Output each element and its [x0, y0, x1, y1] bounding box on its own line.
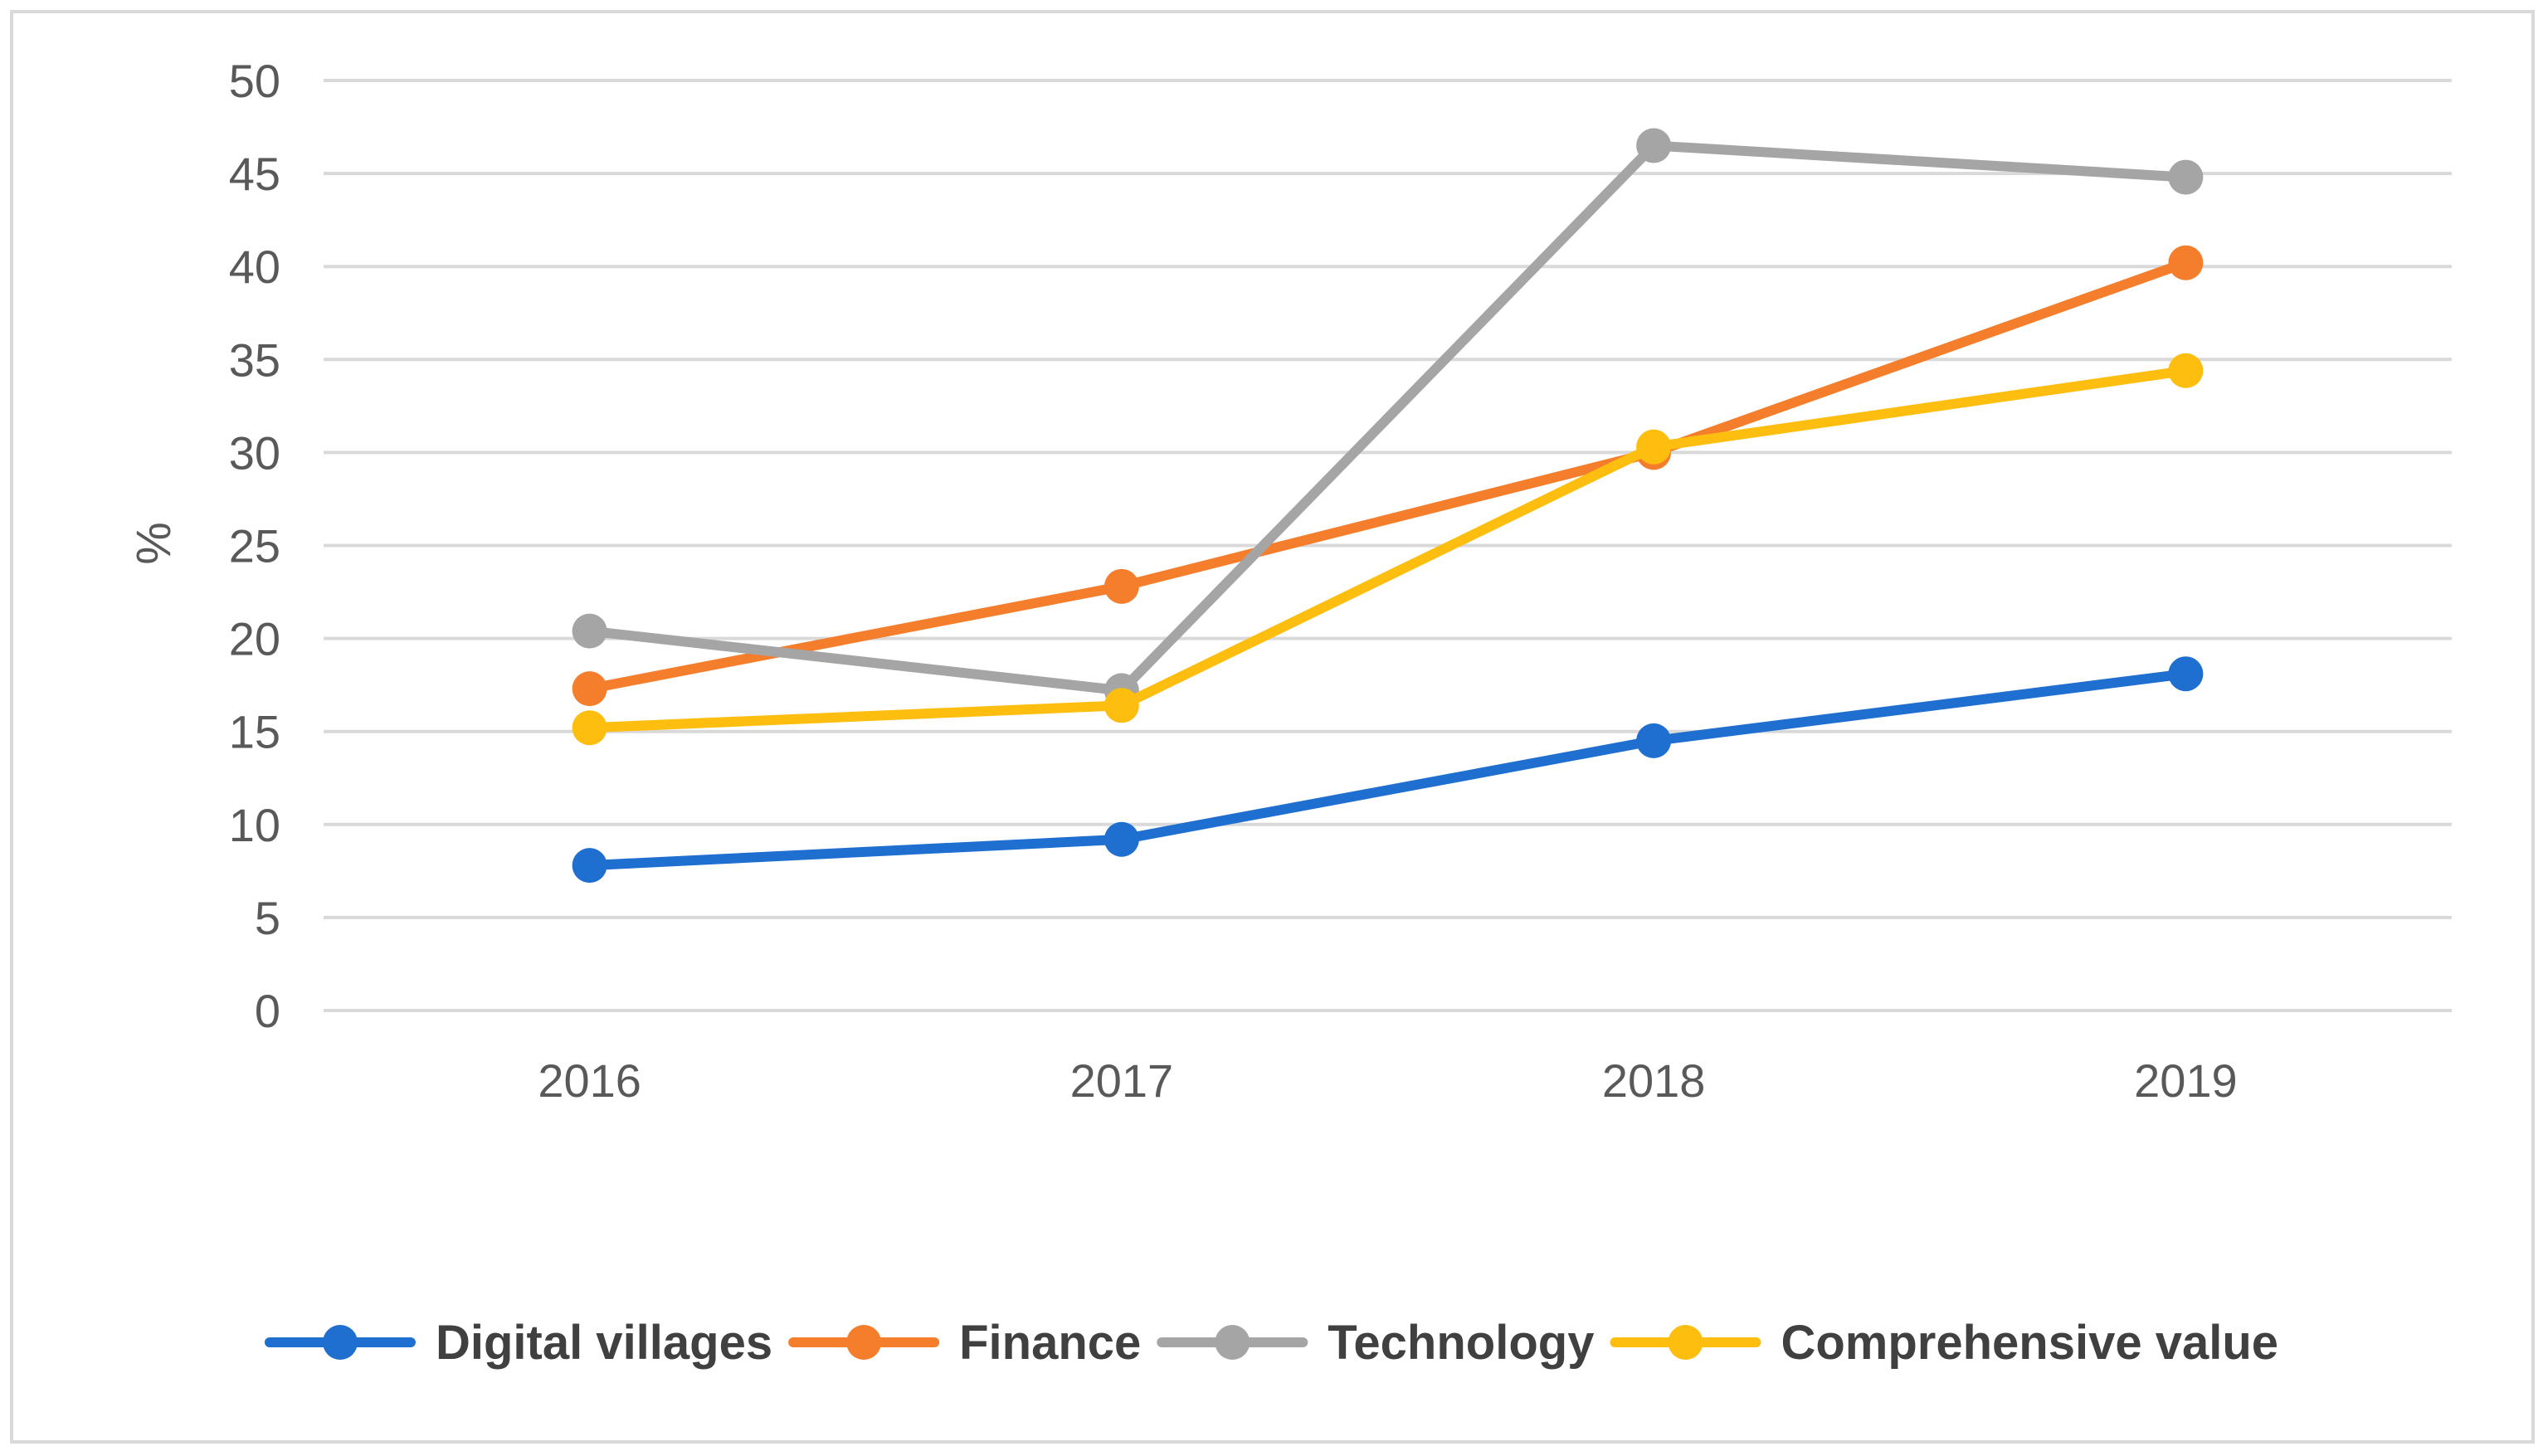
data-point: [2168, 656, 2204, 692]
y-axis-title: %: [127, 522, 181, 565]
chart-frame: [10, 10, 2535, 1444]
x-tick-label: 2019: [2134, 1054, 2238, 1107]
series-comprehensive-value: [572, 353, 2204, 746]
legend-swatch-marker: [1668, 1325, 1703, 1360]
series-line: [584, 140, 2191, 696]
y-tick-label: 35: [229, 334, 280, 386]
series-line: [584, 257, 2191, 694]
legend-swatch-marker: [322, 1325, 358, 1360]
legend: Digital villages Finance Technology Compreh…: [264, 1316, 2278, 1370]
data-point: [1103, 821, 1139, 857]
x-tick-label: 2018: [1602, 1054, 1706, 1107]
legend-item: Comprehensive value: [1610, 1316, 2278, 1370]
x-axis-ticks: 2016 2017 2018 2019: [538, 1054, 2237, 1107]
data-point: [572, 613, 607, 649]
data-point: [1636, 723, 1672, 758]
y-axis-ticks: 0 5 10 15 20 25 30 35 40 45 50: [229, 55, 280, 1037]
y-tick-label: 15: [229, 706, 280, 758]
y-tick-label: 20: [229, 613, 280, 665]
y-tick-label: 5: [255, 892, 280, 944]
x-tick-label: 2017: [1070, 1054, 1174, 1107]
y-tick-label: 30: [229, 426, 280, 479]
data-point: [2168, 245, 2204, 280]
legend-label: Finance: [959, 1316, 1141, 1370]
grid-lines: [324, 79, 2452, 1012]
y-tick-label: 45: [229, 148, 280, 200]
data-point: [1103, 568, 1139, 604]
data-point: [572, 848, 607, 884]
legend-item: Technology: [1157, 1316, 1594, 1370]
legend-swatch-marker: [1215, 1325, 1250, 1360]
y-tick-label: 25: [229, 520, 280, 572]
legend-label: Comprehensive value: [1781, 1316, 2278, 1370]
series-layer: [572, 128, 2204, 884]
legend-label: Technology: [1328, 1316, 1594, 1370]
series-technology: [572, 128, 2204, 709]
y-tick-label: 10: [229, 799, 280, 851]
series-line: [584, 365, 2191, 733]
legend-label: Digital villages: [436, 1316, 772, 1370]
x-tick-label: 2016: [538, 1054, 641, 1107]
series-digital-villages: [572, 656, 2204, 884]
data-point: [1103, 688, 1139, 723]
legend-item: Finance: [788, 1316, 1141, 1370]
y-tick-label: 40: [229, 241, 280, 293]
data-point: [572, 671, 607, 707]
legend-item: Digital villages: [264, 1316, 772, 1370]
data-point: [2168, 159, 2204, 195]
data-point: [572, 710, 607, 746]
y-tick-label: 50: [229, 55, 280, 107]
data-point: [2168, 353, 2204, 388]
series-line: [584, 669, 2191, 871]
data-point: [1636, 128, 1672, 163]
y-tick-label: 0: [255, 985, 280, 1037]
legend-swatch-marker: [846, 1325, 882, 1360]
data-point: [1636, 429, 1672, 465]
